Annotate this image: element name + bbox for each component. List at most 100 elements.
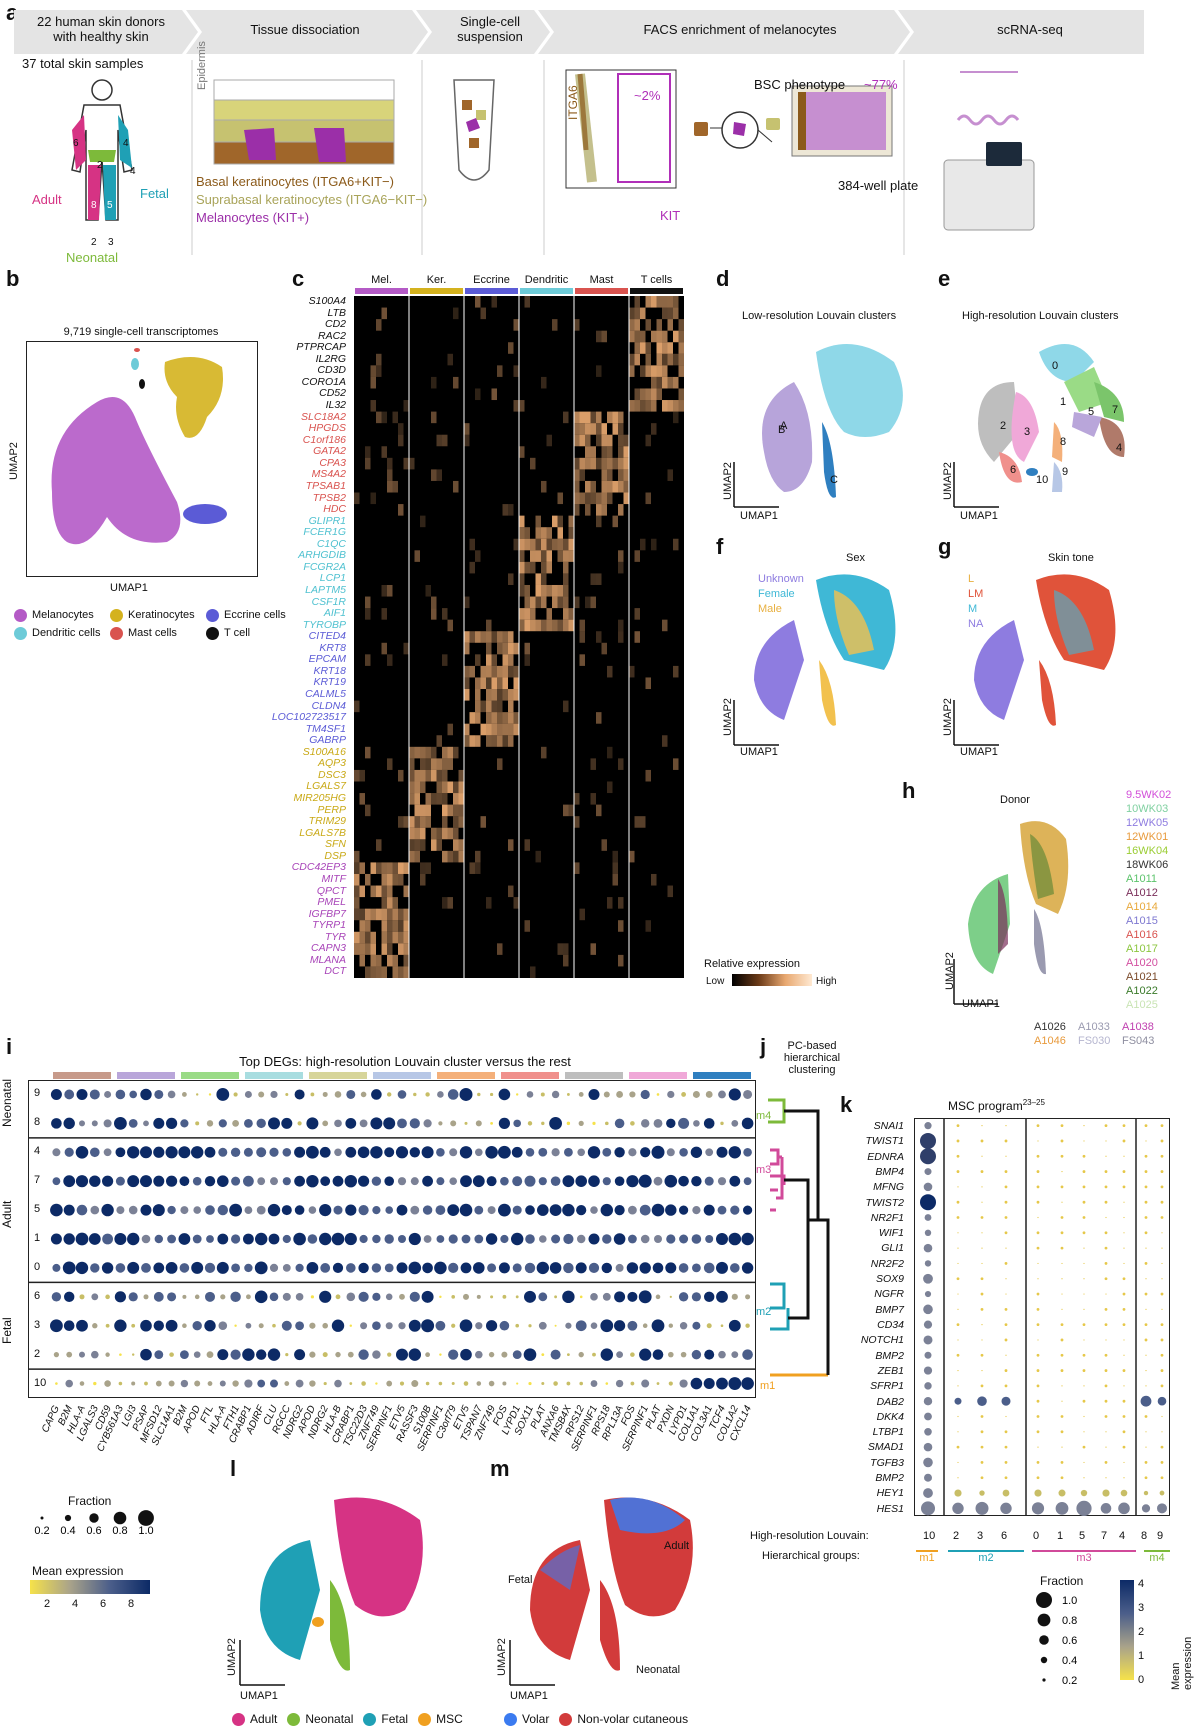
dotplot-dot [357, 1146, 370, 1159]
msc-dot [924, 1168, 932, 1176]
mean-expression-tick: 2 [44, 1598, 51, 1610]
msc-dot [1076, 1500, 1092, 1516]
dotplot-dot [408, 1232, 421, 1246]
heatmap-gene-label: S100A16 [302, 745, 346, 758]
panel-d-ylabel: UMAP2 [722, 462, 734, 500]
dotplot-dot [127, 1175, 140, 1188]
plate-percent: ~77% [864, 77, 898, 92]
heatmap-cell [612, 515, 618, 528]
dotplot-dot [691, 1292, 702, 1302]
dotplot-dot [549, 1116, 562, 1130]
body-number: 5 [107, 200, 113, 211]
dotplot-dot [333, 1205, 343, 1215]
heatmap-cell [497, 735, 503, 747]
dotplot-dot [448, 1262, 459, 1274]
msc-dot [1160, 1461, 1164, 1464]
heatmap-group-bar [465, 288, 518, 294]
msc-dot [1083, 1293, 1085, 1295]
dotplot-dot [285, 1353, 289, 1357]
umap-cluster-adult [334, 1497, 423, 1617]
heatmap-cell [475, 712, 481, 724]
heatmap-cell [381, 943, 387, 955]
heatmap-cell [601, 457, 607, 470]
dotplot-dot [128, 1205, 138, 1215]
msc-dot [1004, 1338, 1008, 1342]
body-label-neonatal: Neonatal [66, 250, 119, 265]
dotplot-dot [498, 1262, 510, 1274]
dotplot-dot [244, 1118, 253, 1128]
heatmap-cell [585, 457, 591, 470]
dotplot-dot [62, 1261, 76, 1275]
dotplot-dot [566, 1381, 571, 1386]
dotplot-dot [385, 1206, 394, 1214]
dotplot-dot [193, 1351, 201, 1358]
heatmap-cell [634, 353, 640, 366]
heatmap-cell [469, 631, 475, 643]
heatmap-gene-label: MITF [321, 872, 347, 885]
body-number: 8 [91, 200, 97, 211]
gene-group-colorbar [501, 1072, 559, 1079]
dotplot-dot [204, 1175, 216, 1187]
heatmap-cell [519, 608, 525, 620]
heatmap-cell [387, 584, 393, 597]
heatmap-cell [590, 492, 596, 505]
heatmap-cell [656, 376, 662, 389]
heatmap-cell [579, 631, 585, 643]
heatmap-cell [497, 712, 503, 724]
heatmap-cell [414, 781, 420, 794]
heatmap-cell [392, 908, 398, 921]
heatmap-cell [453, 827, 459, 840]
heatmap-cell [618, 758, 624, 770]
msc-dot [1083, 1385, 1085, 1387]
msc-gene-label: ZEB1 [877, 1364, 904, 1377]
heatmap-cell [618, 897, 624, 909]
human-body-icon [71, 79, 133, 221]
msc-gene-label: NGFR [874, 1288, 904, 1301]
heatmap-cell [425, 816, 431, 828]
dotplot-dot [488, 1351, 495, 1358]
dotplot-dot [165, 1319, 178, 1332]
dotplot-dot [118, 1381, 123, 1386]
dotplot-dot [153, 1262, 165, 1274]
heatmap-cell [508, 735, 514, 747]
msc-dot [1105, 1216, 1107, 1219]
dotplot-dot [332, 1175, 344, 1187]
dotplot-dot [451, 1323, 456, 1328]
heatmap-gene-label: GLIPR1 [308, 514, 346, 527]
dotplot-dot [665, 1262, 677, 1274]
step-donors-title: 22 human skin donors with healthy skin [37, 14, 165, 44]
heatmap-cell [651, 296, 657, 308]
dotplot-dot [540, 1092, 545, 1097]
dotplot-dot [705, 1091, 713, 1098]
panel-h-xlabel: UMAP1 [962, 998, 1000, 1010]
dotplot-dot [153, 1117, 165, 1129]
heatmap-cell [607, 746, 613, 759]
panel-l-umap [239, 1497, 423, 1686]
panel-b-title: 9,719 single-cell transcriptomes [63, 326, 219, 338]
heatmap-cell [579, 492, 585, 505]
heatmap-cell [392, 897, 398, 909]
heatmap-cell [590, 758, 596, 770]
dotplot-dot [332, 1262, 344, 1274]
dotplot-dot [602, 1234, 612, 1244]
msc-dot [1082, 1185, 1086, 1189]
heatmap-cell [535, 527, 541, 539]
heatmap-cell [365, 457, 371, 470]
dotplot-dot [319, 1232, 332, 1246]
panel-e-title: High-resolution Louvain clusters [962, 310, 1119, 322]
heatmap-cell [590, 943, 596, 955]
dotplot-dot [141, 1234, 151, 1244]
dotplot-dot [320, 1176, 331, 1187]
dotplot-dot [513, 1119, 521, 1128]
dotplot-dot [523, 1348, 537, 1361]
heatmap-cell [546, 561, 552, 574]
msc-dot [957, 1308, 959, 1310]
heatmap-cell [563, 700, 569, 713]
dotplot-dot [52, 1263, 61, 1272]
heatmap-cell [519, 515, 525, 528]
heatmap-cell [497, 943, 503, 955]
msc-dot [1004, 1461, 1008, 1464]
heatmap-cell [370, 400, 376, 412]
msc-dot [1123, 1232, 1125, 1234]
msc-dot [1104, 1200, 1108, 1204]
